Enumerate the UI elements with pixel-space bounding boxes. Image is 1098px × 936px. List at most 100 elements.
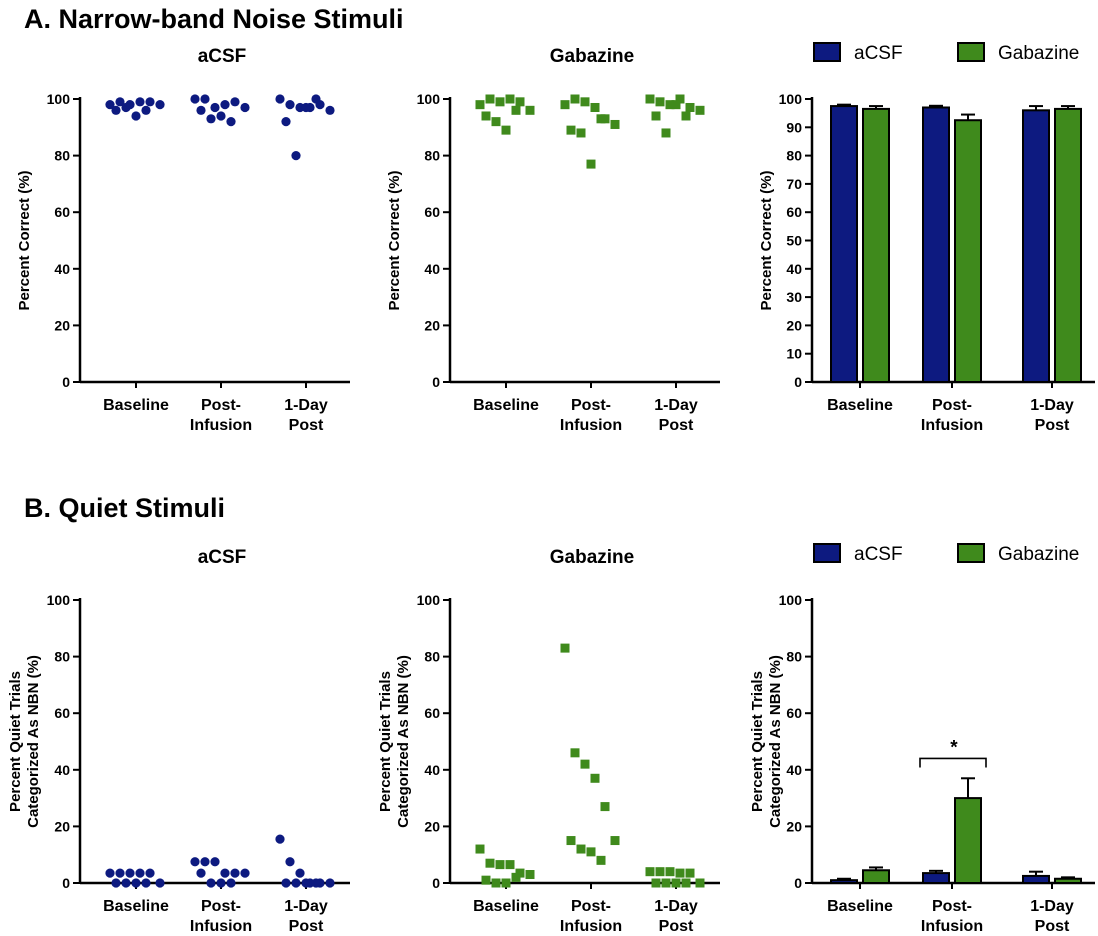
panel-b-acsf-ytick-label: 20 xyxy=(54,818,70,834)
panel-a-bars-ytick-label: 40 xyxy=(786,261,802,277)
panel-a-bars-ytick-label: 30 xyxy=(786,289,802,305)
panel-b-acsf-point xyxy=(200,857,210,867)
panel-b-gabazine-point xyxy=(560,643,570,653)
panel-a-acsf-point xyxy=(105,100,115,110)
panel-a-acsf-ytick-label: 100 xyxy=(47,91,71,107)
panel-b-acsf-xtick-label-line: Post- xyxy=(201,898,241,915)
panel-a-acsf-xtick-label-line: 1-Day xyxy=(284,397,328,414)
panel-a-gabazine-ytick-label: 0 xyxy=(432,374,440,390)
panel-b-gabazine-title: Gabazine xyxy=(549,547,635,568)
panel-a-acsf-point xyxy=(291,151,301,161)
panel-b-gabazine-point xyxy=(525,870,535,880)
panel-b-bars-xtick-label: Baseline xyxy=(827,898,893,915)
panel-a-acsf-xtick-label: Baseline xyxy=(103,397,169,414)
panel-a-gabazine-point xyxy=(481,111,491,121)
panel-b-gabazine-point xyxy=(685,868,695,878)
panel-b-gabazine-point xyxy=(570,748,580,758)
panel-b-acsf-xtick-label: Baseline xyxy=(103,898,169,915)
panel-a-gabazine-point xyxy=(590,102,600,112)
panel-b-bars-bar-gabazine xyxy=(1054,877,1082,885)
panel-a-gabazine-point xyxy=(491,117,501,127)
panel-a-acsf-point xyxy=(325,105,335,115)
panel-b-gabazine-point xyxy=(495,860,505,870)
panel-b-gabazine-point xyxy=(665,867,675,877)
panel-a-gabazine-xtick-label-line: 1-Day xyxy=(654,397,698,414)
panel-b-gabazine-ytick-label: 0 xyxy=(432,875,440,891)
panel-b-bars-xtick-label-line: Post xyxy=(1035,918,1070,935)
panel-a-acsf-point xyxy=(285,100,295,110)
panel-b-acsf-point xyxy=(190,857,200,867)
panel-a-bars-ytick-label: 0 xyxy=(794,374,802,390)
panel-a-gabazine-ytick-label: 80 xyxy=(424,148,440,164)
panel-b-acsf-point xyxy=(295,868,305,878)
panel-b-gabazine-point xyxy=(651,878,661,888)
panel-a-gabazine-point xyxy=(505,94,515,104)
panel-b-acsf-ytick-label: 80 xyxy=(54,649,70,665)
panel-b-acsf-ytick-label: 60 xyxy=(54,705,70,721)
panel-a-acsf-point xyxy=(190,94,200,104)
panel-b-bars-xtick-label-line: Infusion xyxy=(921,918,983,935)
panel-b-acsf-point xyxy=(145,868,155,878)
panel-b-acsf-point xyxy=(291,878,301,888)
panel-a-gabazine-point xyxy=(661,128,671,138)
panel-a-bars-ytick-label: 20 xyxy=(786,317,802,333)
panel-a-gabazine-point xyxy=(475,100,485,110)
panel-b-gabazine-ytick-label: 100 xyxy=(417,592,441,608)
panel-a-gabazine-ylabel: Percent Correct (%) xyxy=(386,170,403,310)
panel-b-bars-xtick-label: 1-Day Post xyxy=(1030,898,1074,935)
panel-a-bars-legend-label-acsf: aCSF xyxy=(854,43,903,64)
panel-b-acsf-point xyxy=(301,878,311,888)
panel-a-gabazine-ytick-label: 100 xyxy=(417,91,441,107)
panel-a-bars-xtick-label-line: Infusion xyxy=(921,417,983,434)
section-a-title: A. Narrow-band Noise Stimuli xyxy=(24,4,404,34)
panel-a-acsf-point xyxy=(301,102,311,113)
panel-a-bars-bar-acsf xyxy=(1022,109,1050,383)
panel-b-acsf-point xyxy=(325,878,335,888)
panel-b-bars-xtick-label-line: Post- xyxy=(932,898,972,915)
panel-a-gabazine-xtick-label: Post- Infusion xyxy=(560,397,622,434)
section-b-title: B. Quiet Stimuli xyxy=(24,493,226,523)
panel-a-acsf-point xyxy=(210,102,220,113)
panel-a-acsf-point xyxy=(275,94,285,104)
panel-b-acsf-point xyxy=(230,868,240,878)
panel-b-acsf-xtick-label: Post- Infusion xyxy=(190,898,252,935)
panel-b-gabazine-xtick-label-line: Baseline xyxy=(473,898,539,915)
panel-b-gabazine-point xyxy=(576,844,586,854)
panel-b-bars-ytick-label: 60 xyxy=(786,705,802,721)
panel-a-bars-ytick-label: 10 xyxy=(786,346,802,362)
panel-b-acsf-point xyxy=(216,878,226,888)
panel-b-bars-ytick-label: 100 xyxy=(779,592,803,608)
panel-a-acsf-point xyxy=(155,100,165,110)
panel-a-gabazine-ylabel-line: Percent Correct (%) xyxy=(386,170,403,310)
panel-a-bars-bar-gabazine xyxy=(1054,107,1082,383)
panel-b-gabazine-point xyxy=(681,878,691,888)
panel-a-acsf-point xyxy=(196,105,206,115)
panel-a-acsf-point xyxy=(220,100,230,110)
panel-a-bars-ytick-label: 80 xyxy=(786,148,802,164)
panel-a-acsf-ytick-label: 80 xyxy=(54,148,70,164)
panel-b-acsf-point xyxy=(105,868,115,878)
panel-a-gabazine-point xyxy=(685,102,695,112)
panel-a-acsf-point xyxy=(230,97,240,107)
panel-a-gabazine-xtick-label-line: Post xyxy=(659,417,694,434)
panel-a-gabazine-point xyxy=(586,159,596,169)
panel-a-gabazine-point xyxy=(610,119,620,129)
panel-b-acsf-point xyxy=(275,834,285,844)
panel-a-gabazine-point xyxy=(580,97,590,107)
panel-b-gabazine-xtick-label-line: 1-Day xyxy=(654,898,698,915)
panel-a-gabazine-point xyxy=(511,105,521,115)
panel-a-acsf-xtick-label-line: Post xyxy=(289,417,324,434)
panel-b-gabazine-point xyxy=(600,802,610,812)
panel-a-gabazine-title: Gabazine xyxy=(549,46,635,67)
panel-b-bars-legend-swatch-acsf xyxy=(813,543,841,563)
panel-a-bars-ytick-label: 100 xyxy=(779,91,803,107)
panel-a-acsf-ytick-label: 60 xyxy=(54,204,70,220)
panel-b-gabazine-point xyxy=(481,875,491,885)
panel-a-acsf-point xyxy=(281,117,291,127)
panel-a-acsf-ytick-label: 0 xyxy=(62,374,70,390)
panel-a-acsf-ylabel: Percent Correct (%) xyxy=(16,170,33,310)
panel-b-bars-legend-label-gabazine: Gabazine xyxy=(998,544,1079,565)
panel-b-bars-bar-acsf xyxy=(1022,874,1050,884)
panel-a-acsf-point xyxy=(141,105,151,115)
panel-a-acsf-xtick-label-line: Post- xyxy=(201,397,241,414)
